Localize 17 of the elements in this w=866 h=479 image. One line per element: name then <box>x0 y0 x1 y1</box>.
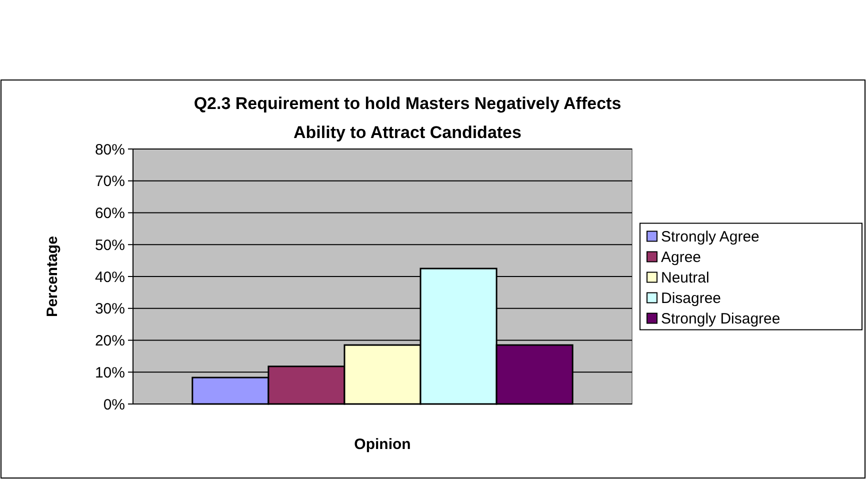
y-tick-label: 40% <box>94 268 125 286</box>
legend-label: Disagree <box>661 290 722 307</box>
y-tick-label: 0% <box>103 396 125 414</box>
legend-label: Strongly Disagree <box>661 310 780 328</box>
legend-label: Agree <box>661 249 702 266</box>
y-tick-label: 60% <box>94 205 125 222</box>
y-tick-label: 80% <box>94 141 125 158</box>
y-axis-title: Percentage <box>44 236 61 317</box>
chart-title: Q2.3 Requirement to hold Masters Negatively Affects Ability to Attract Candidates <box>194 94 622 142</box>
legend-label: Strongly Agree <box>661 228 760 246</box>
y-tick-label: 10% <box>94 364 125 382</box>
legend-label: Neutral <box>661 270 710 286</box>
y-tick-label: 20% <box>94 332 125 350</box>
x-axis-title: Opinion <box>354 436 411 453</box>
y-tick-label: 70% <box>94 173 125 190</box>
y-tick-label: 30% <box>94 300 125 318</box>
y-tick-label: 50% <box>94 236 125 254</box>
